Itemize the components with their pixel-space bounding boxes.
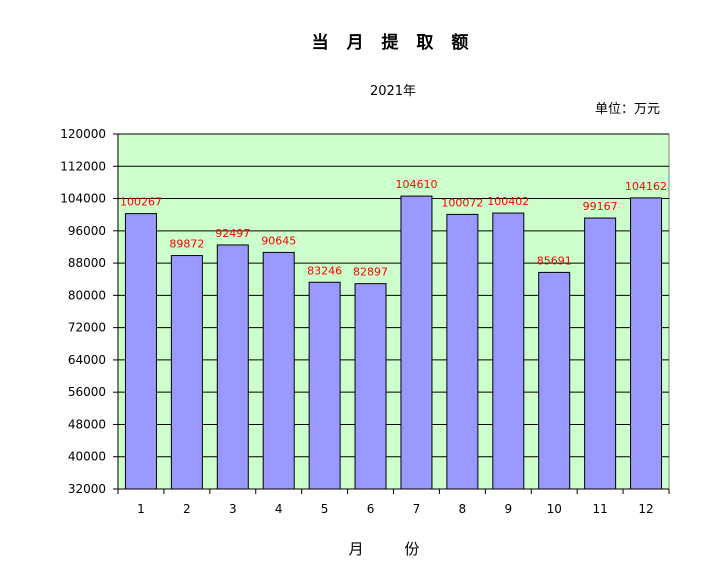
- y-tick-label: 112000: [60, 159, 106, 173]
- data-label: 100267: [120, 196, 162, 209]
- x-tick-label: 12: [638, 502, 653, 516]
- x-tick-label: 4: [275, 502, 283, 516]
- y-tick-label: 56000: [68, 385, 106, 399]
- data-label: 92497: [215, 227, 250, 240]
- bar-month-11: [584, 217, 617, 490]
- y-tick-label: 120000: [60, 127, 106, 141]
- x-tick-label: 2: [183, 502, 191, 516]
- chart-title: 当 月 提 取 额: [311, 33, 475, 53]
- bar-month-12: [630, 197, 663, 490]
- y-tick-label: 48000: [68, 417, 106, 431]
- x-tick-label: 3: [229, 502, 237, 516]
- x-tick-label: 10: [547, 502, 562, 516]
- chart-subtitle: 2021年: [369, 84, 417, 99]
- data-label: 104610: [395, 178, 437, 191]
- bar-month-2: [170, 255, 203, 490]
- data-label: 85691: [537, 254, 572, 267]
- x-tick-label: 6: [367, 502, 375, 516]
- x-tick-label: 11: [592, 502, 607, 516]
- bar-month-8: [446, 213, 479, 490]
- bar-month-10: [538, 271, 571, 490]
- data-label: 100402: [487, 195, 529, 208]
- bar-month-5: [308, 281, 341, 490]
- bar-month-4: [262, 251, 295, 490]
- x-tick-label: 9: [504, 502, 512, 516]
- data-label: 104162: [625, 180, 667, 193]
- data-label: 100072: [441, 196, 483, 209]
- data-label: 99167: [583, 200, 618, 213]
- bar-month-9: [492, 212, 525, 490]
- y-tick-label: 32000: [68, 482, 106, 496]
- plot-area: [117, 133, 670, 490]
- data-label: 82897: [353, 266, 388, 279]
- x-tick-label: 5: [321, 502, 329, 516]
- x-tick-label: 8: [459, 502, 467, 516]
- y-tick-label: 88000: [68, 256, 106, 270]
- data-label: 90645: [261, 234, 296, 247]
- y-axis-ticks: 32000 40000 48000 56000 64000 72000 80000 88000…: [60, 127, 118, 496]
- y-tick-label: 80000: [68, 288, 106, 302]
- unit-label: 单位：万元: [594, 102, 660, 117]
- x-tick-label: 1: [137, 502, 145, 516]
- data-label: 89872: [169, 238, 204, 251]
- data-label: 83246: [307, 264, 342, 277]
- y-tick-label: 72000: [68, 321, 106, 335]
- y-tick-label: 96000: [68, 224, 106, 238]
- bar-month-1: [124, 213, 157, 490]
- x-tick-label: 7: [413, 502, 421, 516]
- y-tick-label: 40000: [68, 450, 106, 464]
- y-tick-label: 64000: [68, 353, 106, 367]
- bar-month-7: [400, 195, 433, 490]
- x-axis-label: 月 份: [348, 540, 438, 558]
- y-tick-label: 104000: [60, 192, 106, 206]
- data-labels: 100267 89872 92497 90645 83246 82897 104610 100…: [120, 178, 667, 279]
- bars: [124, 195, 663, 490]
- bar-month-3: [216, 244, 249, 490]
- bar-month-6: [354, 283, 387, 490]
- x-axis-ticks: 1 2 3 4 5 6 7 8 9 10 11 12: [117, 489, 670, 516]
